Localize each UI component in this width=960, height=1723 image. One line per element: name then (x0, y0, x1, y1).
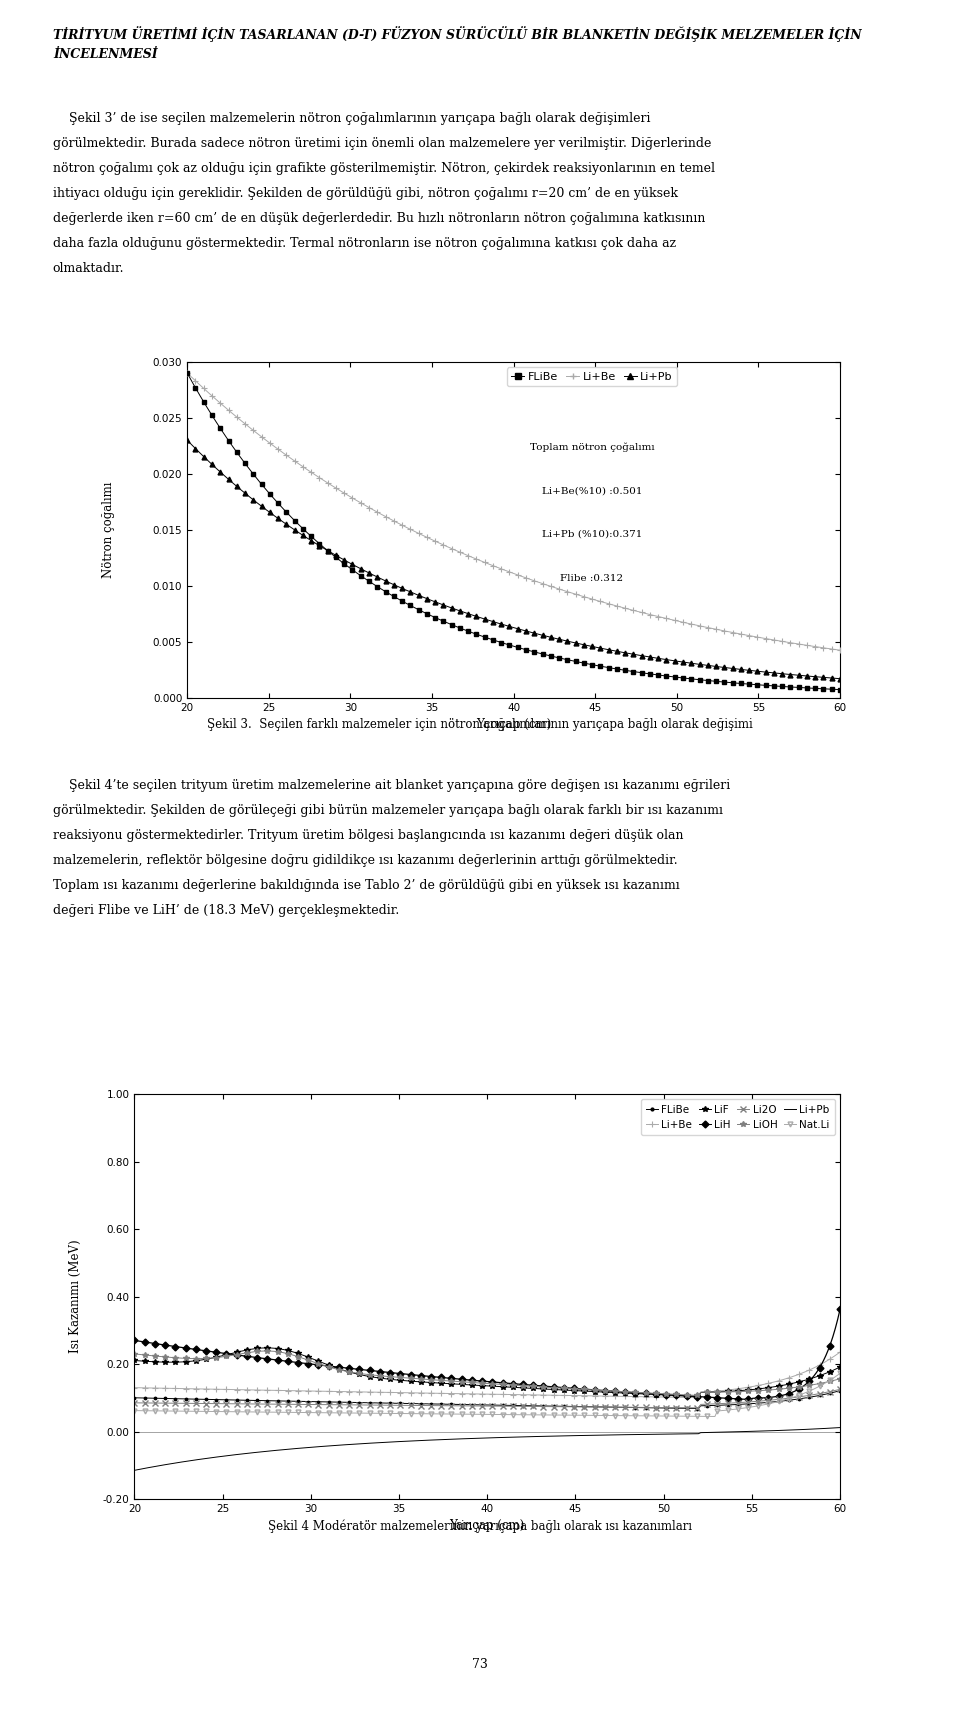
Text: İNCELENMESİ: İNCELENMESİ (53, 48, 157, 62)
Text: Şekil 3’ de ise seçilen malzemelerin nötron çoğalımlarının yarıçapa bağlı olarak: Şekil 3’ de ise seçilen malzemelerin nöt… (53, 112, 650, 126)
Text: değeri Flibe ve LiH’ de (18.3 MeV) gerçekleşmektedir.: değeri Flibe ve LiH’ de (18.3 MeV) gerçe… (53, 903, 399, 917)
X-axis label: Yarıçap (cm): Yarıçap (cm) (449, 1520, 525, 1532)
X-axis label: Yarıçap (cm): Yarıçap (cm) (476, 718, 551, 731)
Text: daha fazla olduğunu göstermektedir. Termal nötronların ise nötron çoğalımına kat: daha fazla olduğunu göstermektedir. Term… (53, 236, 676, 250)
Text: Şekil 4’te seçilen trityum üretim malzemelerine ait blanket yarıçapına göre deği: Şekil 4’te seçilen trityum üretim malzem… (53, 779, 730, 793)
Text: görülmektedir. Burada sadece nötron üretimi için önemli olan malzemelere yer ver: görülmektedir. Burada sadece nötron üret… (53, 136, 711, 150)
Text: Şekil 4 Modératör malzemelerinin yarıçapa bağlı olarak ısı kazanımları: Şekil 4 Modératör malzemelerinin yarıçap… (268, 1520, 692, 1533)
Text: reaksiyonu göstermektedirler. Trityum üretim bölgesi başlangıcında ısı kazanımı : reaksiyonu göstermektedirler. Trityum ür… (53, 829, 684, 843)
Y-axis label: Nötron çoğalımı: Nötron çoğalımı (103, 482, 115, 577)
Text: Toplam ısı kazanımı değerlerine bakıldığında ise Tablo 2’ de görüldüğü gibi en y: Toplam ısı kazanımı değerlerine bakıldığ… (53, 879, 680, 893)
Text: 73: 73 (472, 1658, 488, 1671)
Text: Li+Pb (%10):0.371: Li+Pb (%10):0.371 (541, 531, 642, 539)
Text: görülmektedir. Şekilden de görüleçeği gibi büтün malzemeler yarıçapa bağlı olara: görülmektedir. Şekilden de görüleçeği gi… (53, 803, 723, 817)
Text: olmaktadır.: olmaktadır. (53, 262, 124, 276)
Text: Flibe :0.312: Flibe :0.312 (561, 574, 623, 582)
Text: Li+Be(%10) :0.501: Li+Be(%10) :0.501 (541, 486, 642, 495)
Text: Toplam nötron çoğalımı: Toplam nötron çoğalımı (530, 443, 655, 451)
Text: malzemelerin, reflektör bölgesine doğru gidildikçe ısı kazanımı değerlerinin art: malzemelerin, reflektör bölgesine doğru … (53, 853, 678, 867)
Legend: FLiBe, Li+Be, LiF, LiH, Li2O, LiOH, Li+Pb, Nat.Li: FLiBe, Li+Be, LiF, LiH, Li2O, LiOH, Li+P… (640, 1099, 835, 1135)
Text: TİRİTYUM ÜRETİMİ İÇİN TASARLANAN (D-T) FÜZYON SÜRÜCÜLÜ BİR BLANKETİN DEĞİŞİK MEL: TİRİTYUM ÜRETİMİ İÇİN TASARLANAN (D-T) F… (53, 26, 861, 41)
Text: nötron çoğalımı çok az olduğu için grafikte gösterilmemiştir. Nötron, çekirdek r: nötron çoğalımı çok az olduğu için grafi… (53, 162, 715, 176)
Legend: FLiBe, Li+Be, Li+Pb: FLiBe, Li+Be, Li+Pb (507, 367, 677, 386)
Text: değerlerde iken r=60 cm’ de en düşük değerlerdedir. Bu hızlı nötronların nötron : değerlerde iken r=60 cm’ de en düşük değ… (53, 212, 706, 226)
Text: Şekil 3.  Seçilen farklı malzemeler için nötron çoğalımlarının yarıçapa bağlı ol: Şekil 3. Seçilen farklı malzemeler için … (207, 718, 753, 732)
Text: ihtiyacı olduğu için gereklidir. Şekilden de görüldüğü gibi, nötron çoğalımı r=2: ihtiyacı olduğu için gereklidir. Şekilde… (53, 186, 678, 200)
Y-axis label: Isı Kazanımı (MeV): Isı Kazanımı (MeV) (68, 1241, 82, 1353)
